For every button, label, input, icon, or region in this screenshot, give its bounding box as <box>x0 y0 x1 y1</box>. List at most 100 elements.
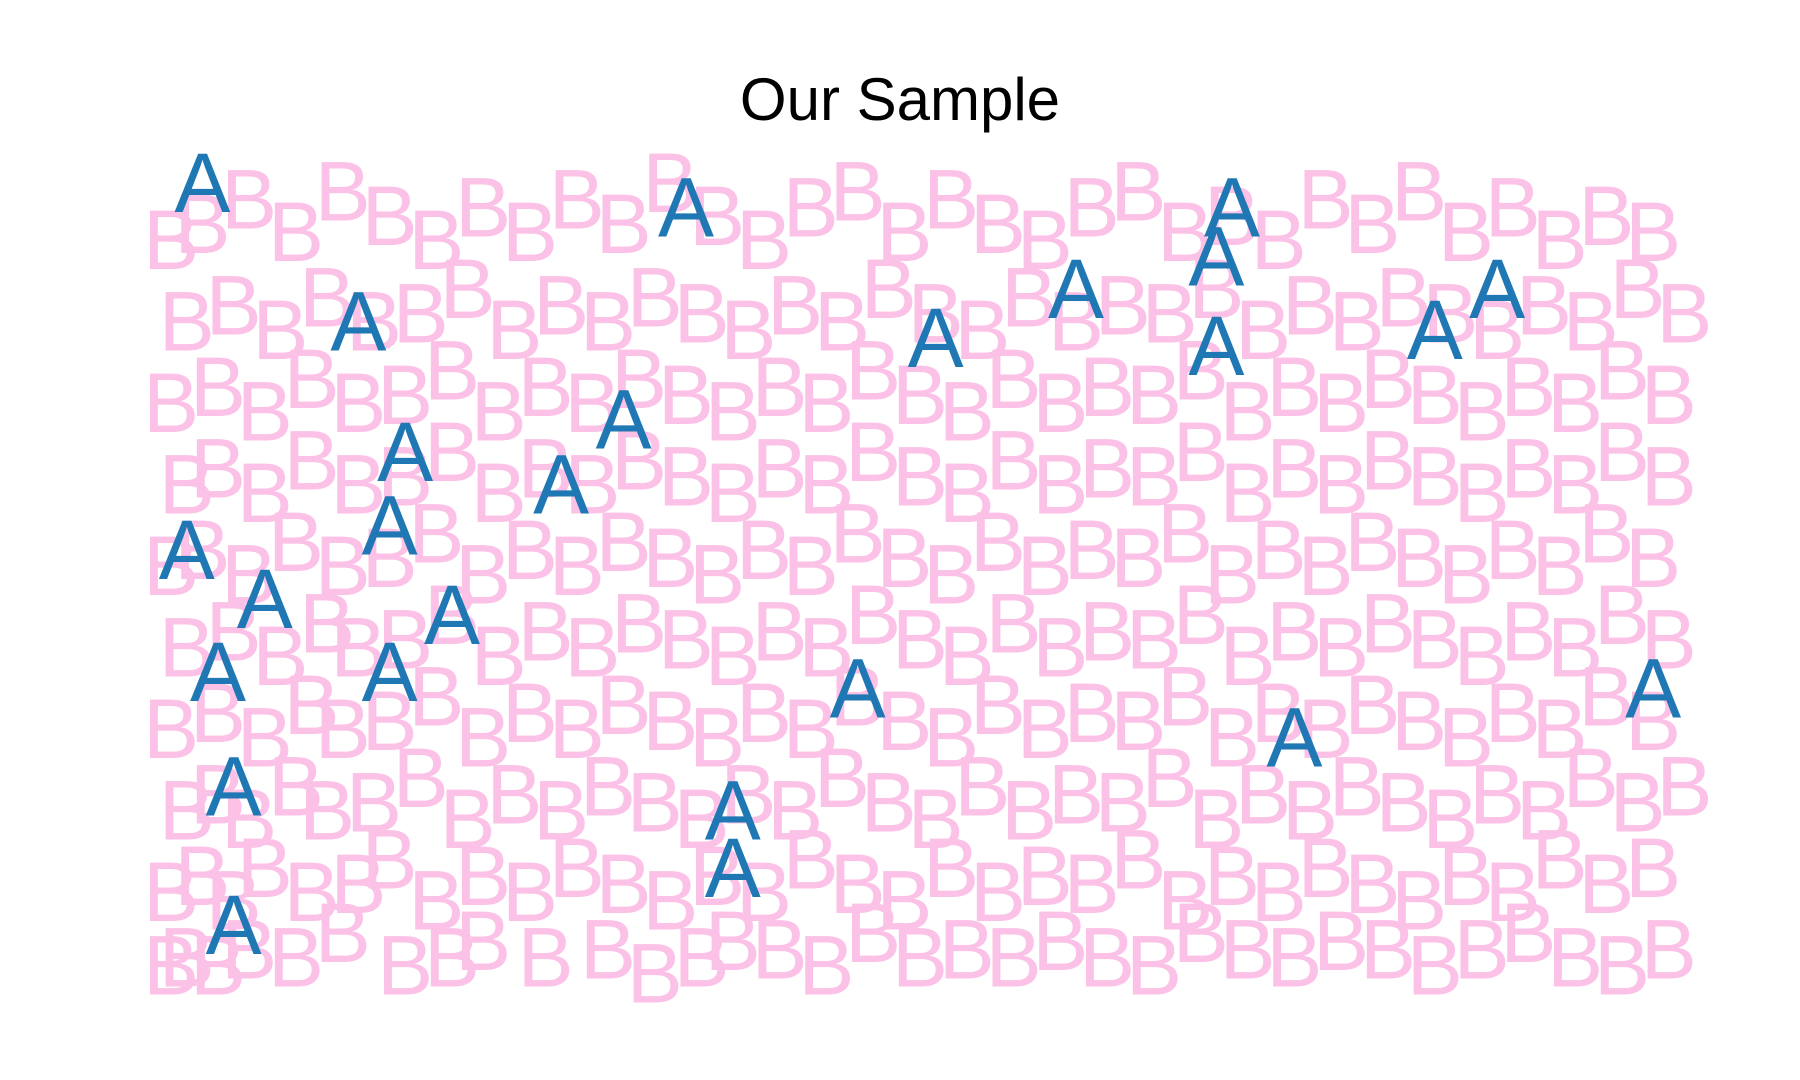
marker-b-106: B <box>315 682 371 776</box>
marker-b-285: B <box>1001 250 1057 344</box>
marker-b-198: B <box>1532 519 1588 613</box>
marker-b-26: B <box>1313 894 1369 988</box>
marker-a-2: A <box>1204 161 1260 255</box>
marker-b-211: B <box>611 413 667 507</box>
marker-b-96: B <box>1422 772 1478 866</box>
marker-a-6: A <box>330 275 386 369</box>
marker-b-173: B <box>362 511 418 605</box>
marker-b-145: B <box>611 576 667 670</box>
marker-b-118: B <box>876 674 932 768</box>
marker-b-186: B <box>970 495 1026 589</box>
marker-b-234: B <box>143 356 199 450</box>
marker-b-273: B <box>440 242 496 336</box>
marker-b-214: B <box>752 421 808 515</box>
marker-b-267: B <box>159 275 215 369</box>
marker-b-266: B <box>1641 348 1697 442</box>
marker-b-230: B <box>1500 421 1556 515</box>
marker-b-271: B <box>346 275 402 369</box>
marker-b-121: B <box>1017 682 1073 776</box>
marker-b-65: B <box>1532 813 1588 907</box>
marker-b-292: B <box>1329 275 1385 369</box>
marker-b-3: B <box>221 902 277 996</box>
marker-b-206: B <box>377 430 433 524</box>
marker-b-286: B <box>1048 275 1104 369</box>
marker-b-53: B <box>970 845 1026 939</box>
marker-b-213: B <box>705 446 761 540</box>
marker-a-22: A <box>206 739 262 833</box>
marker-b-326: B <box>1344 177 1400 271</box>
marker-b-265: B <box>1594 324 1650 418</box>
marker-b-70: B <box>221 772 277 866</box>
marker-b-94: B <box>1329 739 1385 833</box>
marker-b-317: B <box>923 153 979 247</box>
marker-b-189: B <box>1110 511 1166 605</box>
marker-b-120: B <box>970 658 1026 752</box>
marker-b-124: B <box>1157 650 1213 744</box>
marker-b-207: B <box>424 405 480 499</box>
marker-b-12: B <box>674 910 730 1004</box>
marker-b-154: B <box>1032 601 1088 695</box>
chart-title: Our Sample <box>739 66 1061 133</box>
marker-b-47: B <box>689 829 745 923</box>
marker-b-190: B <box>1157 487 1213 581</box>
marker-b-77: B <box>533 764 589 858</box>
marker-b-31: B <box>1547 910 1603 1004</box>
marker-b-174: B <box>408 487 464 581</box>
marker-b-123: B <box>1110 674 1166 768</box>
marker-b-111: B <box>549 682 605 776</box>
marker-b-290: B <box>1235 283 1291 377</box>
marker-b-257: B <box>1220 364 1276 458</box>
marker-b-249: B <box>845 324 901 418</box>
marker-b-66: B <box>1578 837 1634 931</box>
marker-b-90: B <box>1142 731 1198 825</box>
marker-b-252: B <box>986 332 1042 426</box>
marker-b-42: B <box>455 829 511 923</box>
marker-b-114: B <box>689 690 745 784</box>
marker-b-152: B <box>939 609 995 703</box>
marker-b-330: B <box>1532 193 1588 287</box>
marker-b-144: B <box>564 601 620 695</box>
marker-b-134: B <box>1625 674 1681 768</box>
marker-b-35: B <box>174 829 230 923</box>
marker-b-25: B <box>1266 910 1322 1004</box>
marker-b-332: B <box>1625 185 1681 279</box>
marker-b-256: B <box>1173 324 1229 418</box>
marker-b-302: B <box>221 153 277 247</box>
marker-b-294: B <box>1422 267 1478 361</box>
marker-b-197: B <box>1485 503 1541 597</box>
marker-b-58: B <box>1204 829 1260 923</box>
marker-b-192: B <box>1251 503 1307 597</box>
marker-b-127: B <box>1298 682 1354 776</box>
marker-b-299: B <box>1656 267 1712 361</box>
marker-b-37: B <box>237 821 293 915</box>
marker-a-15: A <box>237 552 293 646</box>
marker-b-166: B <box>1594 568 1650 662</box>
marker-b-149: B <box>798 601 854 695</box>
marker-b-157: B <box>1173 568 1229 662</box>
marker-b-331: B <box>1578 169 1634 263</box>
marker-b-0: B <box>143 919 199 1013</box>
marker-b-46: B <box>642 853 698 947</box>
marker-b-7: B <box>424 910 480 1004</box>
marker-b-291: B <box>1282 258 1338 352</box>
marker-b-153: B <box>986 576 1042 670</box>
marker-b-227: B <box>1360 413 1416 507</box>
marker-b-217: B <box>892 430 948 524</box>
marker-b-51: B <box>876 853 932 947</box>
marker-b-146: B <box>658 593 714 687</box>
marker-b-205: B <box>330 438 386 532</box>
marker-b-115: B <box>736 666 792 760</box>
marker-b-296: B <box>1516 258 1572 352</box>
marker-b-39: B <box>330 837 386 931</box>
marker-b-169: B <box>174 503 230 597</box>
marker-b-237: B <box>284 332 340 426</box>
marker-b-239: B <box>377 348 433 442</box>
marker-b-142: B <box>471 609 527 703</box>
marker-b-131: B <box>1485 666 1541 760</box>
marker-b-98: B <box>1516 764 1572 858</box>
marker-b-172: B <box>315 519 371 613</box>
marker-b-143: B <box>518 584 574 678</box>
marker-b-67: B <box>1625 821 1681 915</box>
marker-b-240: B <box>424 324 480 418</box>
